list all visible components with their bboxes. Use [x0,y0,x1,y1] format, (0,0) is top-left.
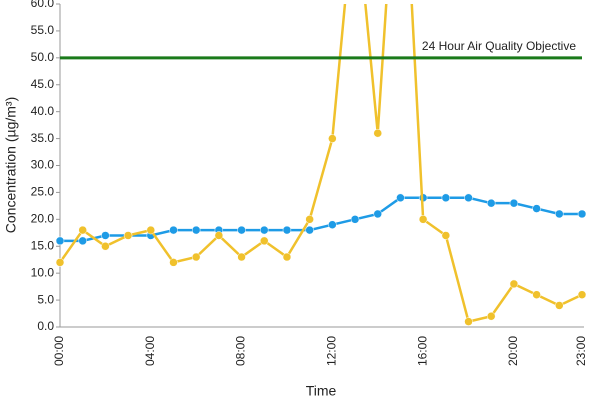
data-point [555,209,564,219]
data-point [509,279,519,289]
data-point [191,252,201,262]
reference-label: 24 Hour Air Quality Objective [422,39,576,53]
data-point [260,225,269,235]
y-tick-label: 20.0 [31,212,55,226]
x-tick-label: 04:00 [143,336,157,366]
data-point [78,225,87,235]
data-point [56,258,65,267]
series-line [60,196,582,243]
data-point [486,198,496,208]
y-tick-label: 55.0 [31,23,55,37]
plot-area [56,4,586,326]
data-point [78,236,87,246]
data-point [123,231,133,240]
data-point [169,258,178,267]
y-tick-label: 5.0 [37,292,54,306]
data-point [214,231,224,240]
data-point [282,225,292,235]
data-point [328,220,337,229]
x-tick-label: 08:00 [234,336,248,366]
y-tick-label: 10.0 [31,265,55,279]
data-point [441,231,451,240]
data-point [237,252,246,262]
data-point [237,225,246,235]
data-point [509,198,519,208]
data-point [282,252,292,262]
data-point [101,231,110,240]
data-point [532,290,541,299]
x-tick-label: 12:00 [325,336,339,366]
data-point [328,134,337,143]
data-point [191,225,201,235]
x-tick-label: 16:00 [415,336,429,366]
data-point [577,209,586,219]
y-axis-title: Concentration (µg/m³) [3,97,19,233]
data-point [260,236,269,246]
data-point [305,225,314,235]
data-point [169,225,178,235]
y-tick-label: 15.0 [31,238,55,252]
y-tick-label: 40.0 [31,104,55,118]
data-point [418,215,428,224]
data-point [464,193,473,203]
y-tick-label: 25.0 [31,185,55,199]
data-point [373,209,382,219]
y-tick-label: 60.0 [31,0,55,10]
data-point [577,290,586,299]
x-axis-title: Time [306,383,337,399]
data-point [350,215,360,224]
data-point [56,236,65,246]
x-tick-label: 20:00 [506,336,520,366]
y-tick-label: 45.0 [31,77,55,91]
data-point [373,128,382,138]
y-tick-label: 30.0 [31,158,55,172]
x-tick-label: 23:00 [574,336,588,366]
y-tick-label: 50.0 [31,50,55,64]
data-point [101,242,110,251]
data-point [464,317,473,326]
y-tick-label: 0.0 [37,319,54,333]
data-point [441,193,451,203]
data-point [555,301,564,310]
data-point [396,193,405,203]
data-point [486,311,496,321]
data-point [532,204,541,213]
data-point [146,225,156,235]
x-tick-label: 00:00 [52,336,66,366]
data-point [305,215,314,224]
y-tick-label: 35.0 [31,131,55,145]
